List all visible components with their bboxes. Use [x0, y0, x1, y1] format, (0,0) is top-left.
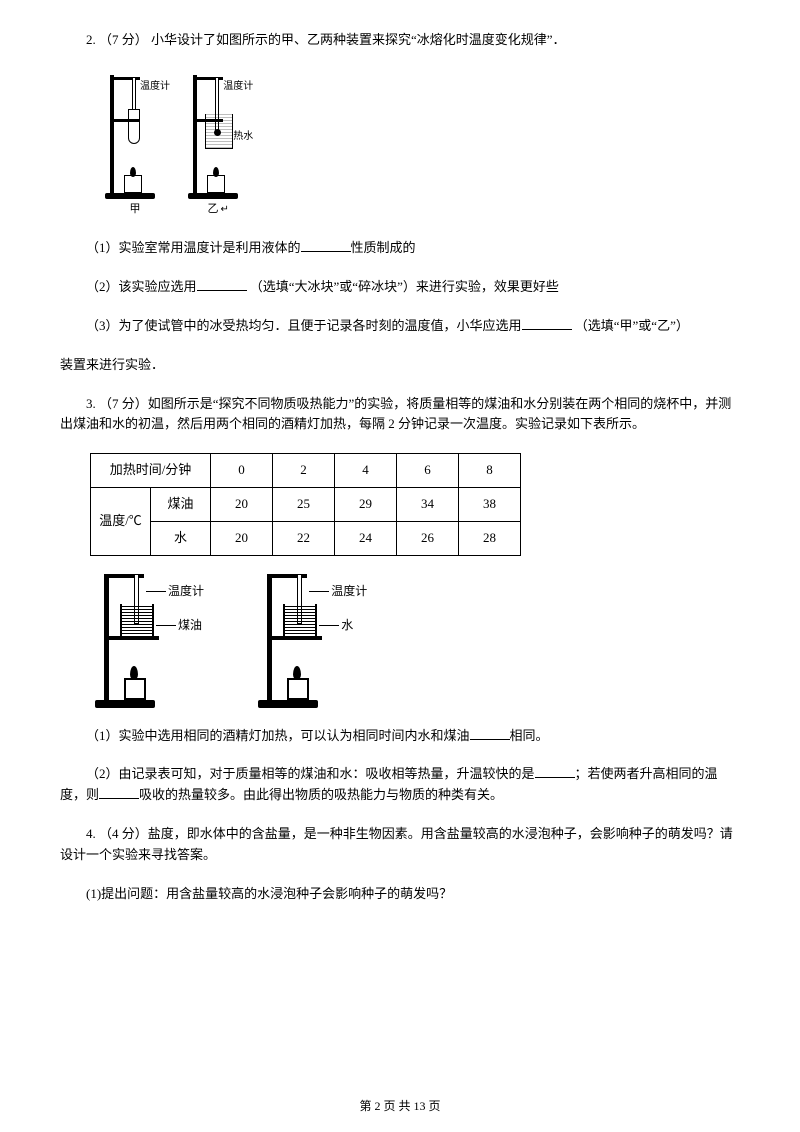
q2-apparatus-left: 温度计 甲	[100, 69, 170, 219]
q4-sub1: (1)提出问题：用含盐量较高的水浸泡种子会影响种子的萌发吗？	[60, 884, 740, 905]
q2-sub2: （2）该实验应选用 （选填“大冰块”或“碎冰块”）来进行实验，效果更好些	[60, 277, 740, 298]
q2-fig-therm-label-l: 温度计	[140, 79, 170, 95]
q3-fig-liquid-l: 煤油	[178, 618, 202, 632]
q2-fig-left-caption: 甲	[100, 201, 170, 219]
q3-fig-therm-l: 温度计	[168, 584, 204, 598]
table-row: 水 20 22 24 26 28	[91, 521, 521, 555]
q3-figure: 温度计 煤油 温度计 水	[90, 568, 740, 708]
blank	[535, 765, 575, 778]
table-header: 加热时间/分钟	[91, 454, 211, 488]
q3-fig-therm-r: 温度计	[331, 584, 367, 598]
table-row: 加热时间/分钟 0 2 4 6 8	[91, 454, 521, 488]
page-footer: 第 2 页 共 13 页	[0, 1097, 800, 1116]
blank	[470, 727, 510, 740]
q2-fig-right-caption: 乙↵	[183, 201, 253, 219]
blank	[197, 278, 247, 291]
blank	[522, 317, 572, 330]
q2-sub3b: 装置来进行实验．	[60, 355, 740, 376]
q3-apparatus-right: 温度计 水	[253, 568, 373, 708]
q3-apparatus-left: 温度计 煤油	[90, 568, 210, 708]
q3-fig-liquid-r: 水	[341, 618, 353, 632]
q2-fig-therm-label-r: 温度计	[223, 79, 253, 95]
q2-fig-hotwater-label: 热水	[233, 129, 253, 145]
table-row: 温度/℃ 煤油 20 25 29 34 38	[91, 487, 521, 521]
table-rowgroup: 温度/℃	[91, 487, 151, 555]
blank	[301, 239, 351, 252]
q3-sub1: （1）实验中选用相同的酒精灯加热，可以认为相同时间内水和煤油相同。	[60, 726, 740, 747]
q3-table: 加热时间/分钟 0 2 4 6 8 温度/℃ 煤油 20 25 29 34 38…	[90, 453, 521, 555]
q3-sub2: （2）由记录表可知，对于质量相等的煤油和水：吸收相等热量，升温较快的是；若使两者…	[60, 764, 740, 806]
blank	[99, 786, 139, 799]
q2-apparatus-right: 温度计 热水 乙↵	[183, 69, 253, 219]
q2-sub1: （1）实验室常用温度计是利用液体的性质制成的	[60, 238, 740, 259]
q3-stem: 3. （7 分）如图所示是“探究不同物质吸热能力”的实验，将质量相等的煤油和水分…	[60, 394, 740, 436]
q4-stem: 4. （4 分）盐度，即水体中的含盐量，是一种非生物因素。用含盐量较高的水浸泡种…	[60, 824, 740, 866]
q2-figure: 温度计 甲 温度计 热水 乙↵	[100, 69, 740, 219]
q2-sub3: （3）为了使试管中的冰受热均匀．且便于记录各时刻的温度值，小华应选用 （选填“甲…	[60, 316, 740, 337]
q2-stem: 2. （7 分） 小华设计了如图所示的甲、乙两种装置来探究“冰熔化时温度变化规律…	[60, 30, 740, 51]
